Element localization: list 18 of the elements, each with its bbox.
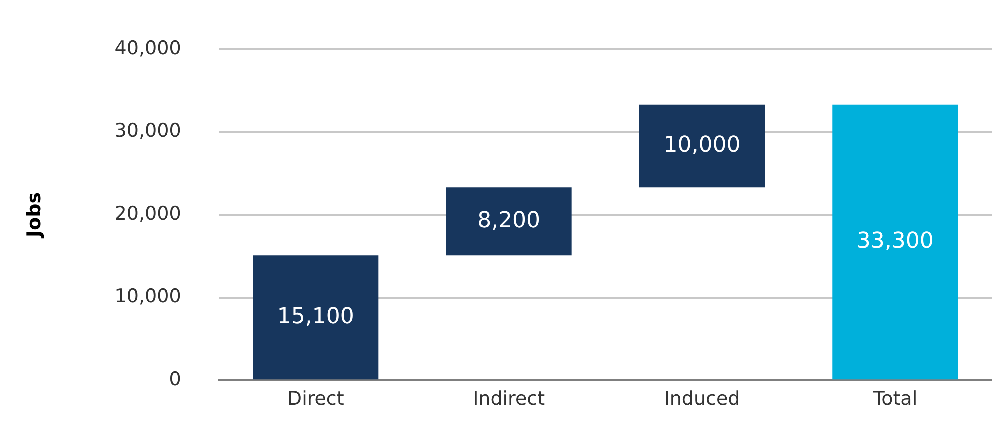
bar xyxy=(832,104,958,380)
bar xyxy=(253,256,379,380)
data-label: 8,200 xyxy=(478,208,541,234)
x-tick-label: Total xyxy=(872,388,918,410)
data-label: 33,300 xyxy=(856,228,934,254)
y-tick-label: 0 xyxy=(169,368,182,391)
y-tick-label: 20,000 xyxy=(114,202,182,225)
y-tick-label: 10,000 xyxy=(114,286,182,308)
y-tick-label: 30,000 xyxy=(114,120,182,142)
y-axis-title: Jobs xyxy=(23,192,46,240)
data-label: 15,100 xyxy=(277,304,354,330)
x-tick-label: Indirect xyxy=(473,388,546,410)
data-label: 10,000 xyxy=(664,132,741,158)
bar xyxy=(446,188,572,256)
y-tick-label: 40,000 xyxy=(114,37,182,60)
x-tick-label: Induced xyxy=(664,388,740,410)
bar xyxy=(639,104,766,188)
x-tick-label: Direct xyxy=(287,388,344,410)
